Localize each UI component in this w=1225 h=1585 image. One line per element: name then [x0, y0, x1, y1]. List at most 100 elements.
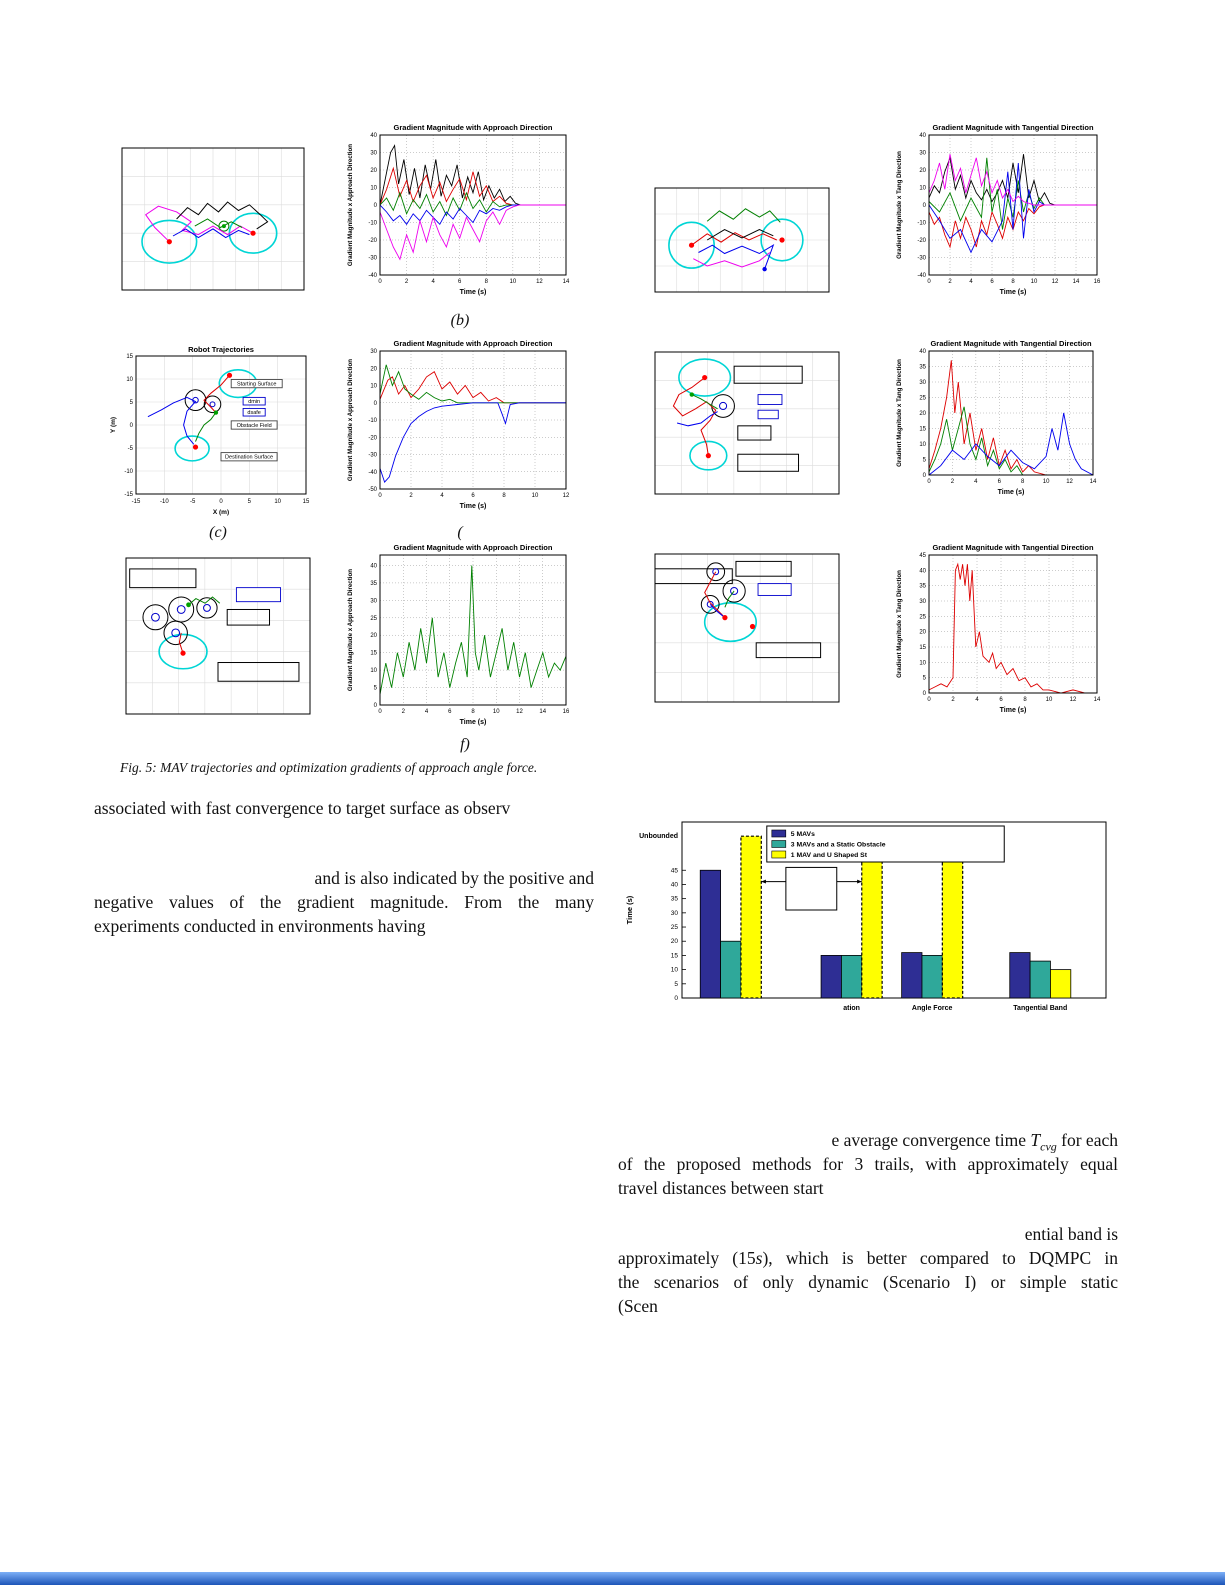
svg-text:Gradient Magnitude with Tangen: Gradient Magnitude with Tangential Direc…: [932, 543, 1094, 552]
body-text-line: negative values of the gradient magnitud…: [94, 892, 594, 912]
svg-text:40: 40: [919, 133, 926, 139]
svg-text:Tangential Band: Tangential Band: [1013, 1005, 1067, 1012]
svg-text:0: 0: [927, 697, 931, 703]
svg-text:20: 20: [919, 630, 926, 636]
text-fragment: for each: [1056, 1130, 1118, 1150]
svg-text:15: 15: [303, 499, 310, 505]
body-text-line: travel distances between start: [618, 1178, 824, 1198]
approach-gradient-plot-row3: 0 5 10 15 20 25 30 35 40 0 2 4 6 8 10 12 14 16 Gradient Ma…: [344, 540, 574, 732]
svg-text:2: 2: [948, 279, 952, 285]
robot-trajectories-plot: -15 -10 -5 0 5 10 15 -15 -10 -5 0 5 10 15 Starting Sur…: [106, 342, 314, 522]
svg-text:-10: -10: [160, 499, 169, 505]
svg-text:5: 5: [130, 400, 134, 406]
svg-text:Time (s): Time (s): [460, 503, 487, 510]
math-variable: T: [1030, 1130, 1041, 1150]
svg-text:30: 30: [370, 151, 377, 157]
svg-text:-20: -20: [917, 238, 926, 244]
svg-text:0: 0: [378, 709, 382, 715]
svg-text:30: 30: [671, 910, 679, 917]
tangential-gradient-plot-row1: -40 -30 -20 -10 0 10 20 30 40 0 2 4 6 8 10 12 14 16 Gradie…: [893, 120, 1105, 302]
figure-caption: Fig. 5: MAV trajectories and optimizatio…: [120, 760, 538, 775]
svg-text:2: 2: [405, 279, 409, 285]
svg-text:5: 5: [923, 676, 927, 682]
body-text-line: of the proposed methods for 3 trails, wi…: [618, 1154, 1118, 1174]
svg-text:30: 30: [919, 151, 926, 157]
svg-text:-10: -10: [917, 221, 926, 227]
svg-text:8: 8: [1011, 279, 1015, 285]
svg-text:6: 6: [990, 279, 994, 285]
svg-text:30: 30: [370, 349, 377, 355]
svg-text:Gradient Magnitude x Approach: Gradient Magnitude x Approach Direction: [347, 359, 354, 481]
svg-text:12: 12: [516, 709, 523, 715]
svg-text:20: 20: [370, 366, 377, 372]
svg-text:4: 4: [974, 479, 978, 485]
svg-text:5 MAVs: 5 MAVs: [791, 831, 815, 838]
svg-text:4: 4: [440, 493, 444, 499]
svg-text:Gradient Magnitude x Tang Dire: Gradient Magnitude x Tang Direction: [896, 359, 903, 467]
taskbar-strip: [0, 1572, 1225, 1585]
svg-text:0: 0: [374, 203, 378, 209]
body-text-line: associated with fast convergence to targ…: [94, 798, 511, 818]
svg-text:30: 30: [919, 380, 926, 386]
svg-text:12: 12: [1052, 279, 1059, 285]
svg-text:ation: ation: [843, 1005, 860, 1012]
svg-text:8: 8: [502, 493, 506, 499]
svg-text:0: 0: [927, 479, 931, 485]
body-text-line: approximately (15s), which is better com…: [618, 1246, 1118, 1270]
svg-text:5: 5: [923, 458, 927, 464]
svg-text:-15: -15: [124, 492, 133, 498]
tangential-gradient-plot-row3: 0 5 10 15 20 25 30 35 40 45 0 2 4 6 8 10 12 14 Gradient Ma…: [893, 540, 1105, 720]
svg-text:10: 10: [493, 709, 500, 715]
svg-text:4: 4: [431, 279, 435, 285]
svg-text:10: 10: [919, 186, 926, 192]
svg-text:-20: -20: [368, 238, 377, 244]
body-text-line: (Scen: [618, 1296, 658, 1316]
svg-text:0: 0: [374, 703, 378, 709]
svg-text:0: 0: [674, 995, 678, 1002]
svg-text:-10: -10: [124, 469, 133, 475]
svg-text:Gradient Magnitude with Tangen: Gradient Magnitude with Tangential Direc…: [932, 123, 1094, 132]
svg-text:40: 40: [919, 568, 926, 574]
svg-text:20: 20: [370, 633, 377, 639]
svg-text:10: 10: [370, 186, 377, 192]
svg-text:-30: -30: [917, 256, 926, 262]
svg-text:Unbounded: Unbounded: [639, 833, 678, 840]
subfigure-label-f: f): [460, 736, 470, 753]
approach-gradient-plot-row2: -50 -40 -30 -20 -10 0 10 20 30 0 2 4 6 8 10 12 Gradient …: [344, 336, 574, 516]
svg-text:14: 14: [563, 279, 570, 285]
svg-text:12: 12: [1066, 479, 1073, 485]
svg-text:Gradient Magnitude with Approa: Gradient Magnitude with Approach Directi…: [394, 339, 553, 348]
svg-text:-30: -30: [368, 256, 377, 262]
svg-text:14: 14: [1073, 279, 1080, 285]
svg-text:30: 30: [370, 598, 377, 604]
trajectory-plot-row3-left: [124, 556, 312, 716]
svg-text:-40: -40: [917, 273, 926, 279]
svg-text:Starting Surface: Starting Surface: [237, 382, 276, 388]
svg-text:-30: -30: [368, 453, 377, 459]
svg-text:6: 6: [998, 479, 1002, 485]
svg-text:0: 0: [374, 401, 378, 407]
svg-text:14: 14: [1090, 479, 1097, 485]
trajectory-plot-row3-right: [653, 552, 841, 704]
trajectory-plot-row2-right: [653, 350, 841, 496]
svg-text:Gradient Magnitude with Approa: Gradient Magnitude with Approach Directi…: [394, 543, 553, 552]
svg-text:35: 35: [919, 365, 926, 371]
tangential-gradient-plot-row2: 0 5 10 15 20 25 30 35 40 0 2 4 6 8 10 12 14 Gradient Magn…: [893, 336, 1101, 502]
svg-text:12: 12: [563, 493, 570, 499]
svg-text:0: 0: [923, 473, 927, 479]
svg-text:10: 10: [126, 377, 133, 383]
svg-text:15: 15: [370, 651, 377, 657]
math-variable: s: [755, 1248, 763, 1268]
svg-text:Gradient Magnitude x Tang Dire: Gradient Magnitude x Tang Direction: [896, 570, 903, 678]
svg-text:10: 10: [274, 499, 281, 505]
svg-text:5: 5: [374, 686, 378, 692]
svg-text:14: 14: [1094, 697, 1101, 703]
svg-text:6: 6: [448, 709, 452, 715]
body-text-line: ential band is: [1024, 1224, 1118, 1244]
svg-text:0: 0: [923, 203, 927, 209]
svg-text:10: 10: [919, 442, 926, 448]
svg-text:10: 10: [671, 967, 679, 974]
svg-text:0: 0: [927, 279, 931, 285]
text-fragment: e average convergence time: [831, 1130, 1031, 1150]
